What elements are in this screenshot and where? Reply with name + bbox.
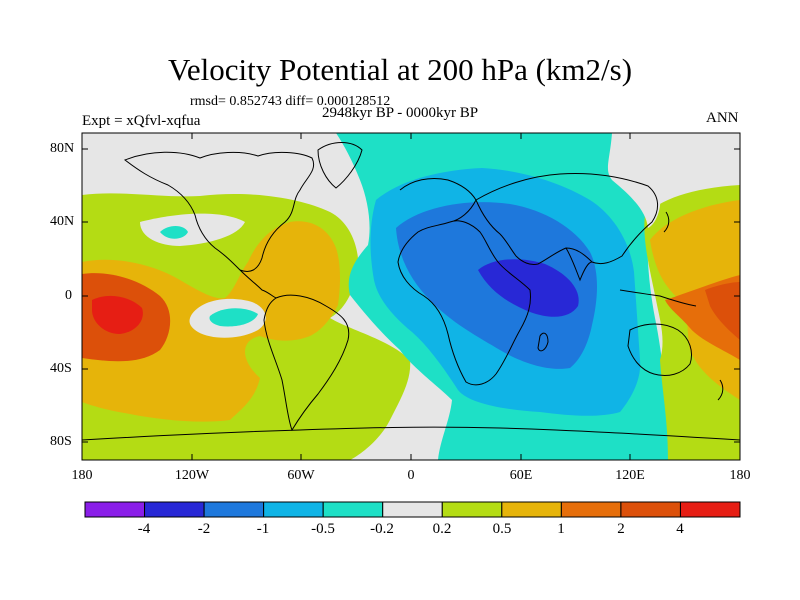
colorbar-label: 2: [617, 521, 625, 537]
lon-label: 120E: [615, 468, 645, 483]
coast-india: [565, 247, 593, 282]
lat-label: 40N: [50, 214, 75, 229]
lat-label: 40S: [50, 361, 72, 376]
colorbar-box: [144, 501, 205, 518]
coast-greenland: [317, 142, 363, 189]
colorbar-label: -0.2: [370, 521, 394, 537]
colorbar-box: [679, 501, 741, 518]
stats-line: rmsd= 0.852743 diff= 0.000128512: [190, 94, 391, 109]
lon-label: 180: [71, 468, 93, 483]
colorbar-box: [441, 501, 503, 518]
coast-central-america: [239, 269, 277, 299]
lat-label: 0: [65, 288, 72, 303]
lat-label: 80S: [50, 434, 72, 449]
colorbar-box: [263, 501, 324, 518]
coast-north-america: [123, 151, 314, 272]
coast-madagascar: [537, 332, 549, 352]
lon-label: 0: [407, 468, 415, 483]
colorbar-box: [84, 501, 146, 518]
coast-south-america: [263, 294, 350, 432]
colorbar-label: -2: [197, 521, 211, 537]
experiment-label: Expt = xQfvl-xqfua: [82, 113, 201, 129]
contour-neg-small-npac: [160, 226, 188, 239]
colorbar-box: [203, 501, 265, 518]
contour-pos-darkorange2-east: [705, 282, 740, 340]
plot-title: Velocity Potential at 200 hPa (km2/s): [167, 52, 633, 87]
colorbar-box: [501, 501, 562, 518]
period-label: 2948kyr BP - 0000kyr BP: [322, 105, 479, 121]
colorbar-label: -4: [137, 521, 151, 537]
colorbar-label: 1: [557, 521, 565, 537]
coast-japan: [663, 211, 670, 233]
season-label: ANN: [706, 110, 739, 126]
colorbar-box: [322, 501, 384, 518]
colorbar-label: 0.5: [492, 521, 512, 537]
colorbar-box: [620, 501, 681, 518]
lat-label: 80N: [50, 141, 75, 156]
colorbar: [84, 501, 741, 518]
contour-neutral-east: [612, 178, 661, 228]
contour-neg-small-epac: [209, 308, 258, 327]
contour-neutral-npac: [140, 213, 245, 246]
lon-label: 180: [729, 468, 751, 483]
coast-indonesia: [619, 289, 697, 307]
colorbar-label: -0.5: [311, 521, 335, 537]
coast-new-zealand: [717, 379, 724, 401]
lon-ticks: [191, 133, 631, 460]
colorbar-label: 4: [676, 521, 684, 537]
coast-australia: [627, 323, 692, 377]
colorbar-label: -1: [256, 521, 270, 537]
lat-ticks: [82, 148, 740, 443]
contour-pos-red-west: [92, 295, 143, 334]
lon-label: 120W: [174, 468, 210, 483]
contour-field: [82, 133, 740, 460]
lon-label: 60E: [509, 468, 533, 483]
coast-europe-africa: [397, 177, 531, 386]
coast-asia: [475, 173, 658, 265]
coast-antarctica: [82, 426, 740, 441]
colorbar-box: [560, 501, 622, 518]
coastlines: [82, 142, 740, 441]
lon-label: 60W: [287, 468, 315, 483]
colorbar-label: 0.2: [432, 521, 452, 537]
colorbar-box: [382, 501, 443, 518]
